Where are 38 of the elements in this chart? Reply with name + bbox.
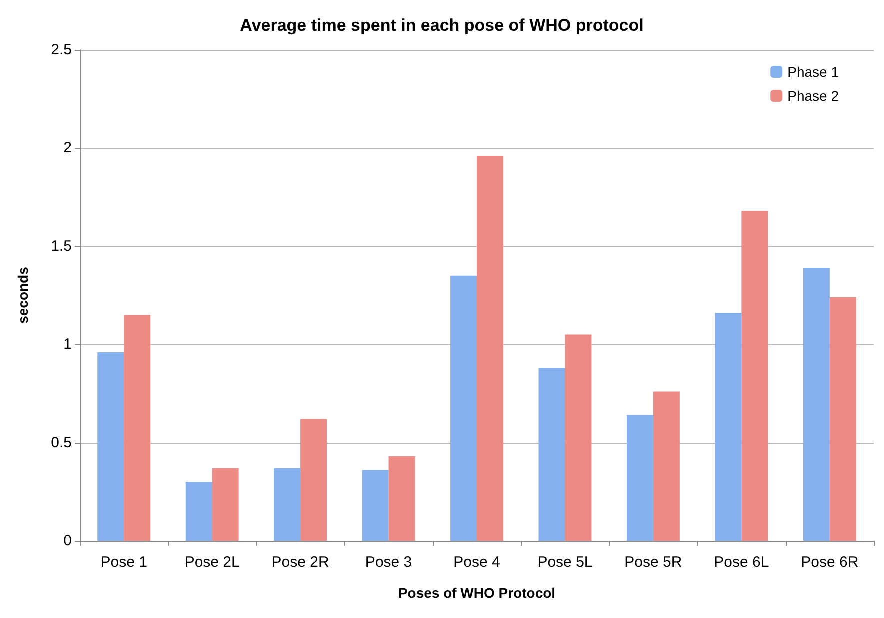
bar xyxy=(742,211,768,541)
chart-title: Average time spent in each pose of WHO protocol xyxy=(240,16,644,35)
y-tick-label: 1.5 xyxy=(51,238,72,255)
bar xyxy=(98,352,124,541)
x-tick-label: Pose 1 xyxy=(100,554,148,571)
x-tick-label: Pose 6R xyxy=(801,554,859,571)
bar xyxy=(803,268,830,541)
x-tick-label: Pose 5R xyxy=(624,554,682,571)
x-tick-label: Pose 2R xyxy=(272,554,330,571)
bar xyxy=(274,468,301,541)
y-tick-label: 0.5 xyxy=(51,434,72,452)
bar xyxy=(538,368,566,541)
bar xyxy=(124,315,151,541)
bar xyxy=(388,456,416,541)
x-tick-label: Pose 4 xyxy=(454,554,500,571)
legend-label: Phase 2 xyxy=(788,88,840,104)
bar xyxy=(715,313,742,541)
bar xyxy=(626,415,654,541)
bar xyxy=(212,468,239,541)
x-tick-label: Pose 3 xyxy=(365,554,412,571)
bar xyxy=(186,482,212,541)
y-tick-label: 2 xyxy=(64,140,72,157)
x-tick-label: Pose 5L xyxy=(538,554,593,571)
x-tick-label: Pose 2L xyxy=(184,554,240,571)
y-tick-label: 0 xyxy=(64,532,72,550)
bar xyxy=(477,156,504,541)
bar xyxy=(565,334,592,541)
y-axis-title: seconds xyxy=(15,266,31,324)
x-axis-title: Poses of WHO Protocol xyxy=(398,585,556,601)
x-tick-label: Pose 6L xyxy=(714,554,770,571)
legend-label: Phase 1 xyxy=(788,64,840,80)
bar xyxy=(300,419,328,541)
y-tick-label: 1 xyxy=(64,336,72,354)
bar xyxy=(362,470,389,541)
bar xyxy=(830,297,856,541)
bar xyxy=(653,392,680,541)
bar xyxy=(450,276,477,541)
y-tick-label: 2.5 xyxy=(51,42,72,58)
